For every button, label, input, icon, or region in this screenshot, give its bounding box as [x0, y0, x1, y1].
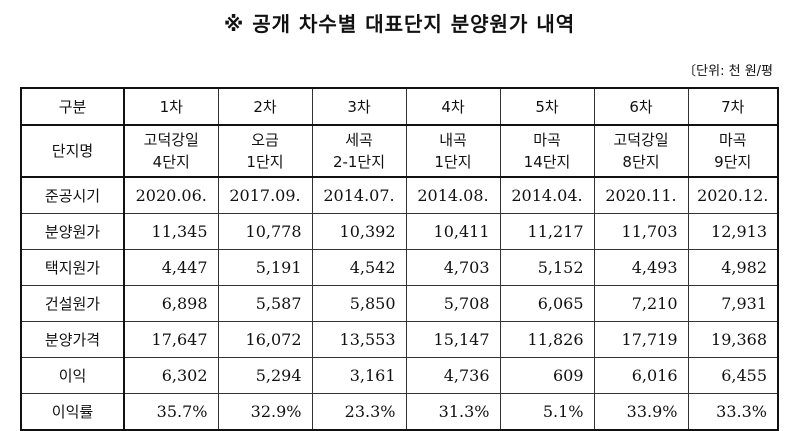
table-cell: 6,455 [687, 357, 779, 394]
header-label: 구분 [20, 87, 125, 126]
table-cell: 5,191 [217, 249, 313, 286]
row-label: 건설원가 [20, 285, 125, 322]
complex-block: 9단지 [714, 153, 752, 171]
table-cell: 4,493 [593, 249, 689, 286]
round-3: 3차 [311, 87, 407, 126]
table-cell: 10,411 [405, 213, 501, 250]
table-row: 분양가격 17,647 16,072 13,553 15,147 11,826 17,719… [20, 321, 779, 358]
complex-label: 단지명 [20, 124, 125, 178]
table-cell: 33.3% [687, 393, 779, 431]
table-cell: 33.9% [593, 393, 689, 431]
complex-cell: 고덕강일 8단지 [593, 124, 689, 178]
complex-block: 14단지 [523, 153, 571, 171]
table-cell: 4,703 [405, 249, 501, 286]
table-cell: 5,152 [499, 249, 595, 286]
table-cell: 32.9% [217, 393, 313, 431]
complex-name: 마곡 [718, 131, 747, 149]
table-cell: 15,147 [405, 321, 501, 358]
table-row: 택지원가 4,447 5,191 4,542 4,703 5,152 4,493 4,982 [20, 249, 779, 286]
complex-cell: 마곡 14단지 [499, 124, 595, 178]
complex-name: 내곡 [439, 131, 467, 149]
table-cell: 13,553 [311, 321, 407, 358]
complex-block: 4단지 [152, 153, 190, 171]
table-cell: 7,931 [687, 285, 779, 322]
table-cell: 2017.09. [217, 176, 313, 214]
table-row: 이익률 35.7% 32.9% 23.3% 31.3% 5.1% 33.9% 33.3% [20, 393, 779, 431]
table-cell: 5,587 [217, 285, 313, 322]
cost-table: 구분 1차 2차 3차 4차 5차 6차 7차 단지명 고덕강일 4단지 오금 1단… [20, 87, 779, 431]
table-cell: 3,161 [311, 357, 407, 394]
table-cell: 4,542 [311, 249, 407, 286]
table-cell: 2014.07. [311, 176, 407, 214]
row-label: 준공시기 [20, 176, 125, 214]
table-cell: 17,719 [593, 321, 689, 358]
round-2: 2차 [217, 87, 313, 126]
table-row: 건설원가 6,898 5,587 5,850 5,708 6,065 7,210 7,931 [20, 285, 779, 322]
header-row: 구분 1차 2차 3차 4차 5차 6차 7차 [20, 87, 779, 126]
complex-name: 오금 [251, 131, 279, 149]
table-cell: 4,736 [405, 357, 501, 394]
complex-block: 2-1단지 [332, 153, 386, 171]
table-cell: 2020.06. [123, 176, 219, 214]
table-cell: 6,302 [123, 357, 219, 394]
table-cell: 2014.08. [405, 176, 501, 214]
table-cell: 6,898 [123, 285, 219, 322]
row-label: 이익률 [20, 393, 125, 431]
complex-name: 마곡 [533, 131, 561, 149]
complex-name: 고덕강일 [613, 131, 669, 149]
row-label: 택지원가 [20, 249, 125, 286]
table-cell: 12,913 [687, 213, 779, 250]
row-label: 이익 [20, 357, 125, 394]
table-cell: 5,850 [311, 285, 407, 322]
table-cell: 6,065 [499, 285, 595, 322]
complex-cell: 내곡 1단지 [405, 124, 501, 178]
table-row: 분양원가 11,345 10,778 10,392 10,411 11,217 11,703… [20, 213, 779, 250]
table-cell: 7,210 [593, 285, 689, 322]
round-5: 5차 [499, 87, 595, 126]
complex-name: 고덕강일 [143, 131, 199, 149]
round-1: 1차 [123, 87, 219, 126]
table-cell: 4,982 [687, 249, 779, 286]
round-6: 6차 [593, 87, 689, 126]
table-cell: 6,016 [593, 357, 689, 394]
complex-cell: 고덕강일 4단지 [123, 124, 219, 178]
complex-cell: 세곡 2-1단지 [311, 124, 407, 178]
table-cell: 31.3% [405, 393, 501, 431]
complex-row: 단지명 고덕강일 4단지 오금 1단지 세곡 2-1단지 내곡 1단지 마곡 14단지 고… [20, 124, 779, 178]
unit-note: 〔단위: 천 원/평 [683, 64, 773, 79]
row-label: 분양원가 [20, 213, 125, 250]
complex-block: 8단지 [622, 153, 660, 171]
table-cell: 10,778 [217, 213, 313, 250]
table-cell: 35.7% [123, 393, 219, 431]
page-title: ※ 공개 차수별 대표단지 분양원가 내역 [223, 12, 576, 36]
table-cell: 2014.04. [499, 176, 595, 214]
table-row: 준공시기 2020.06. 2017.09. 2014.07. 2014.08. 2014… [20, 176, 779, 214]
complex-block: 1단지 [246, 153, 284, 171]
table-row: 이익 6,302 5,294 3,161 4,736 609 6,016 6,455 [20, 357, 779, 394]
complex-name: 세곡 [345, 131, 373, 149]
table-cell: 11,703 [593, 213, 689, 250]
table-cell: 2020.11. [593, 176, 689, 214]
row-label: 분양가격 [20, 321, 125, 358]
table-cell: 11,217 [499, 213, 595, 250]
complex-cell: 오금 1단지 [217, 124, 313, 178]
table-cell: 609 [499, 357, 595, 394]
table-cell: 2020.12. [687, 176, 779, 214]
complex-block: 1단지 [434, 153, 472, 171]
table-cell: 17,647 [123, 321, 219, 358]
table-cell: 10,392 [311, 213, 407, 250]
round-7: 7차 [687, 87, 779, 126]
table-cell: 11,826 [499, 321, 595, 358]
table-cell: 23.3% [311, 393, 407, 431]
table-cell: 5,294 [217, 357, 313, 394]
round-4: 4차 [405, 87, 501, 126]
table-cell: 4,447 [123, 249, 219, 286]
table-cell: 11,345 [123, 213, 219, 250]
table-cell: 19,368 [687, 321, 779, 358]
table-cell: 5.1% [499, 393, 595, 431]
table-cell: 5,708 [405, 285, 501, 322]
complex-cell: 마곡 9단지 [687, 124, 779, 178]
table-cell: 16,072 [217, 321, 313, 358]
